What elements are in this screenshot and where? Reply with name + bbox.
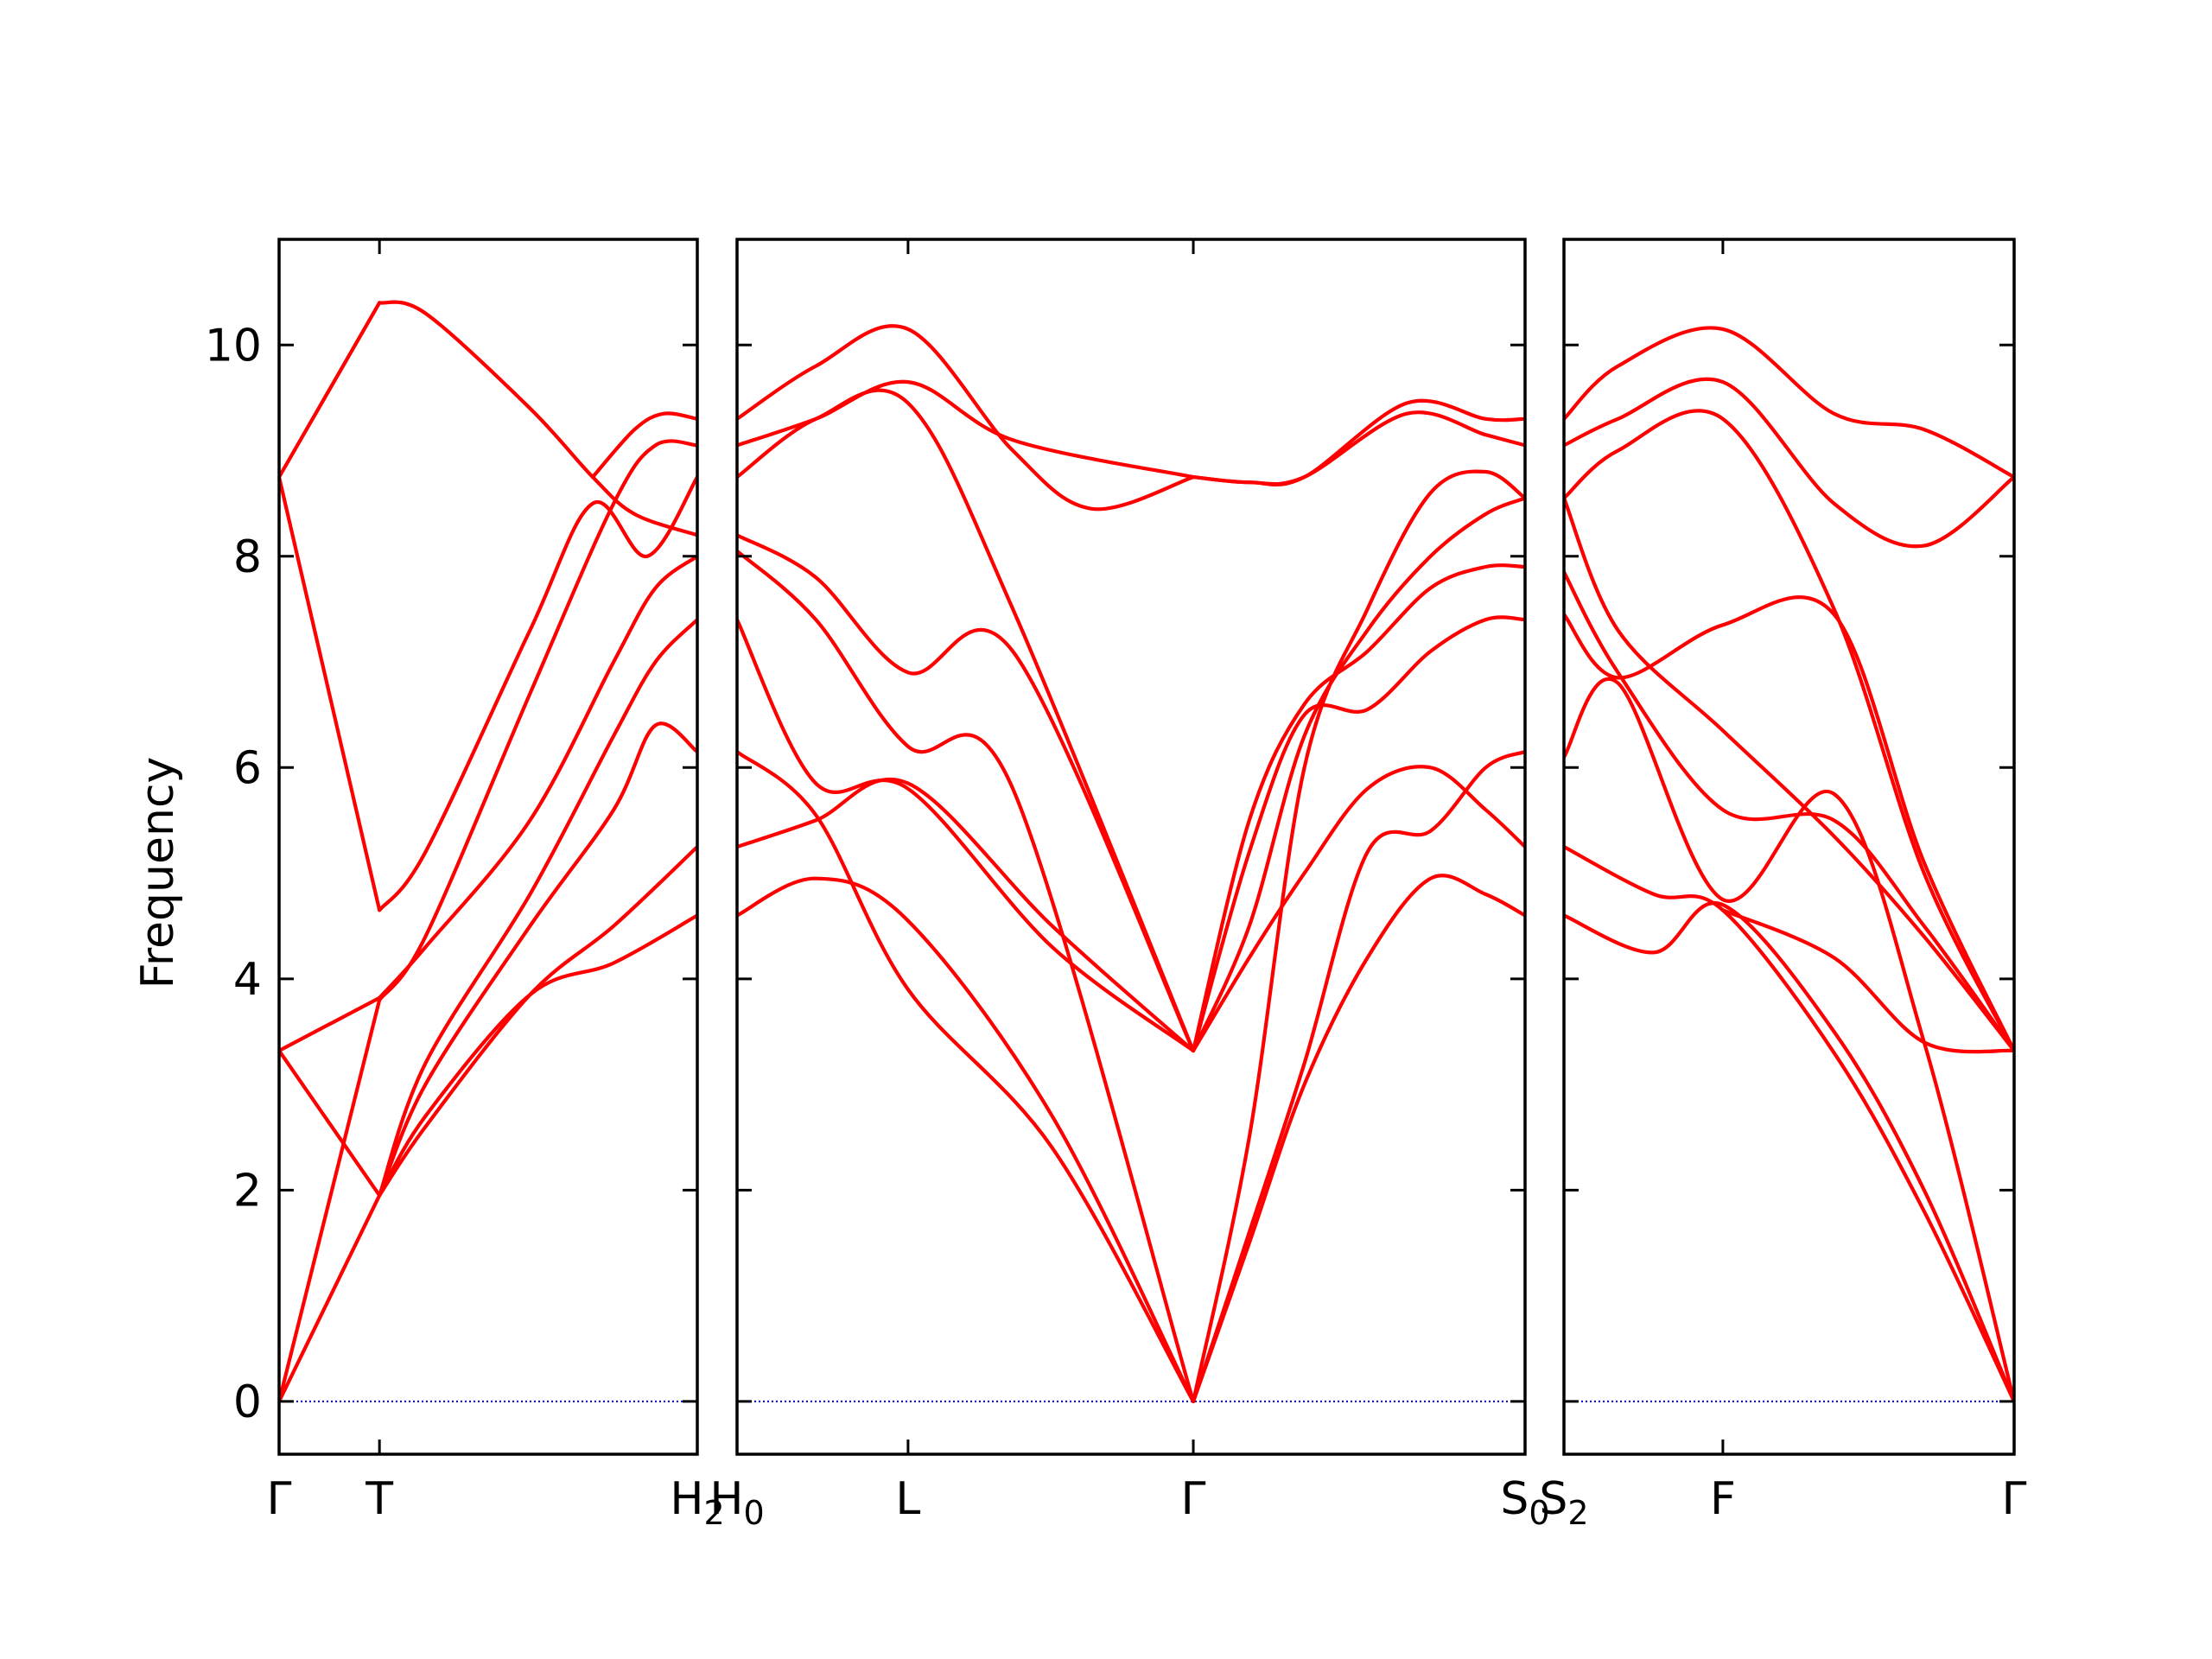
phonon-band-17	[1191, 469, 1525, 1403]
phonon-band-6	[1564, 496, 2014, 1053]
phonon-band-15	[590, 411, 697, 480]
x-tick-subscript: 0	[1529, 1494, 1549, 1532]
phonon-band-1	[279, 1193, 382, 1403]
phonon-band-1	[1564, 900, 2014, 1403]
phonon-band-12	[1191, 874, 1525, 1403]
y-tick-label: 4	[233, 954, 262, 1006]
phonon-band-11	[1191, 410, 1525, 486]
phonon-band-14	[378, 300, 697, 537]
phonon-band-5	[737, 549, 1196, 1403]
phonon-band-2	[279, 998, 382, 1403]
band-group	[1564, 326, 2014, 1403]
panel-frame	[735, 238, 1527, 1456]
panel-3: S2 F Γ	[1539, 238, 2027, 1532]
x-tick-label: Γ	[1181, 1473, 1206, 1525]
phonon-band-18	[1191, 496, 1525, 1053]
phonon-band-15	[1191, 615, 1525, 1053]
phonon-band-7	[1564, 409, 2014, 1053]
y-tick-label: 0	[233, 1376, 262, 1428]
phonon-band-3	[1564, 677, 2014, 1403]
y-tick-label: 10	[205, 320, 262, 372]
y-axis-label: Frequency	[132, 757, 184, 989]
phonon-band-4	[1564, 595, 2014, 1053]
band-group	[737, 324, 1525, 1403]
phonon-band-9	[1564, 326, 2014, 480]
phonon-band-9	[737, 324, 1196, 512]
phonon-band-3	[279, 1048, 382, 1198]
x-tick-label: L	[895, 1473, 920, 1525]
phonon-band-1	[737, 876, 1196, 1403]
phonon-band-6	[279, 301, 382, 480]
phonon-band-5	[1564, 570, 2014, 1053]
band-group	[279, 300, 697, 1403]
phonon-band-13	[378, 475, 697, 912]
x-tick-subscript: 2	[703, 1494, 724, 1532]
phonon-band-14	[1191, 765, 1525, 1053]
y-tick-label: 6	[233, 742, 262, 794]
phonon-band-2	[1564, 844, 2014, 1403]
phonon-band-8	[1564, 377, 2014, 549]
phonon-band-8	[378, 913, 697, 1198]
x-tick-subscript: 0	[743, 1494, 764, 1532]
phonon-band-5	[279, 474, 382, 912]
panel-frame	[277, 238, 699, 1456]
phonon-band-9	[378, 721, 697, 1198]
phonon-band-10	[1720, 908, 2014, 1054]
phonon-band-2	[737, 749, 1196, 1403]
phonon-band-4	[737, 618, 1196, 1053]
phonon-band-10	[378, 618, 697, 1198]
phonon-band-4	[279, 995, 382, 1053]
panel-2: H0 L Γ S0	[709, 238, 1550, 1532]
phonon-band-12	[378, 439, 697, 1002]
phonon-band-8	[737, 379, 1196, 480]
phonon-band-3	[737, 777, 1196, 1053]
phonon-band-11	[378, 554, 697, 1000]
x-tick-subscript: 2	[1567, 1494, 1588, 1532]
x-tick-label: F	[1710, 1473, 1736, 1525]
phonon-band-6	[737, 533, 1196, 1053]
y-tick-label: 8	[233, 531, 262, 583]
x-tick-label: Γ	[2002, 1473, 2027, 1525]
panel-frame	[1562, 238, 2016, 1456]
x-tick-label: T	[365, 1473, 393, 1525]
x-tick-label: Γ	[267, 1473, 292, 1525]
y-tick-label: 2	[233, 1165, 262, 1217]
